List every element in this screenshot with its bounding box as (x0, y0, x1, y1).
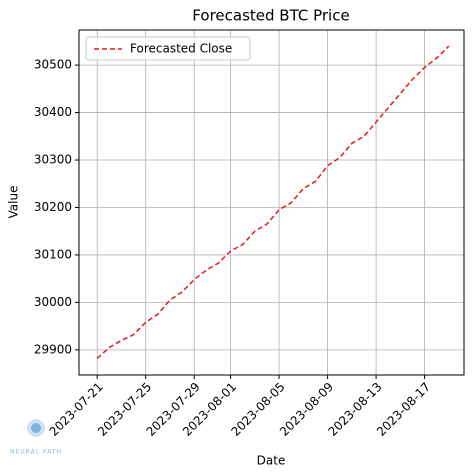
y-axis-label: Value (7, 186, 21, 219)
y-tick-label: 30200 (34, 200, 72, 214)
y-tick-label: 29900 (34, 342, 72, 356)
y-tick-label: 30500 (34, 58, 72, 72)
legend-box (85, 36, 251, 61)
watermark: NEURAL PATH (10, 449, 62, 456)
y-tick-label: 30000 (34, 295, 72, 309)
chart-title: Forecasted BTC Price (192, 7, 349, 25)
y-tick-label: 30400 (34, 105, 72, 119)
y-tick-label: 30100 (34, 247, 72, 261)
line-series (96, 45, 450, 359)
y-tick-label: 30300 (34, 153, 72, 167)
legend-label: Forecasted Close (130, 42, 232, 56)
logo (27, 419, 45, 437)
x-axis-label: Date (257, 454, 286, 468)
plot-frame (78, 29, 465, 376)
